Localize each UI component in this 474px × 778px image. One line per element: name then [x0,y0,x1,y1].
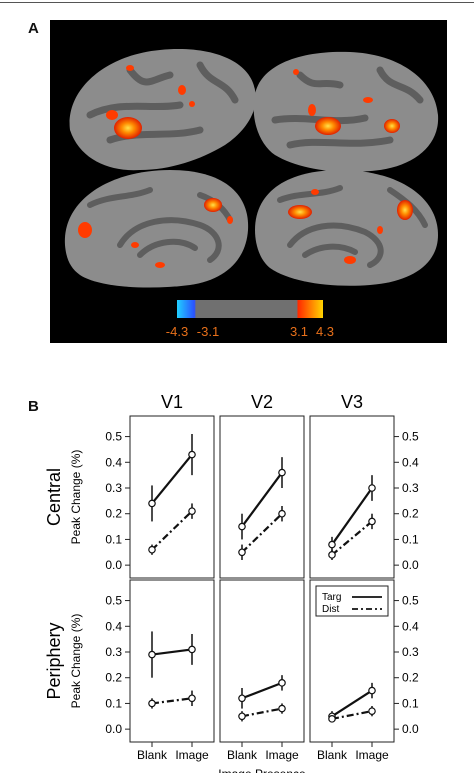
row-title: Central [44,468,64,526]
y-axis-label: Peak Change (%) [69,450,83,545]
series-line-targ [331,487,373,546]
data-point [278,704,286,713]
brain-left-lateral [69,49,256,171]
y-tick-label: 0.3 [402,645,419,659]
y-tick-label: 0.3 [105,645,122,659]
data-point [238,522,246,531]
series-line-dist [241,707,283,718]
data-point [238,694,246,703]
colorbar [177,300,323,318]
data-point [368,517,376,526]
y-tick-label: 0.2 [402,507,419,521]
series-line-targ [151,648,193,656]
data-point [148,499,156,508]
page-top-rule [0,2,474,3]
colorbar-label: -4.3 [166,324,188,339]
column-title: V2 [251,392,273,412]
x-tick-label: Image [175,748,209,762]
legend-label: Dist [322,604,339,615]
y-tick-label: 0.4 [402,455,419,469]
series-line-targ [241,471,283,528]
column-title: V1 [161,392,183,412]
panel-frame [129,415,215,579]
panel-frame [129,579,215,743]
brain-maps: -4.3 -3.1 3.1 4.3 [64,49,439,339]
series-line-dist [331,520,373,556]
series-line-dist [151,697,193,705]
series-line-dist [151,510,193,551]
y-tick-label: 0.3 [105,481,122,495]
y-axis-label: Peak Change (%) [69,614,83,709]
y-tick-label: 0.0 [402,558,419,572]
series-line-dist [331,710,373,720]
panel-b-letter: B [28,398,39,415]
line-chart-panel: V1 V2 V3 Central Peak Change (%) Periphery Pea… [0,380,474,778]
y-tick-label: 0.1 [402,532,419,546]
y-tick-label: 0.5 [105,594,122,608]
series-line-targ [241,681,283,700]
data-point [328,540,336,549]
data-point [328,715,336,723]
data-point [188,507,196,515]
x-axis-label: Image Presence [218,767,306,773]
series-line-targ [151,453,193,505]
y-tick-label: 0.3 [402,481,419,495]
y-tick-label: 0.1 [402,696,419,710]
series-line-targ [331,689,373,718]
series-line-dist [241,512,283,554]
data-point [278,679,286,687]
data-point [278,509,286,518]
data-point [328,551,336,559]
x-tick-label: Blank [137,748,168,762]
column-title: V3 [341,392,363,412]
data-point [238,548,246,557]
data-point [148,699,156,708]
y-tick-label: 0.4 [105,455,122,469]
y-tick-label: 0.1 [105,696,122,710]
y-tick-label: 0.1 [105,532,122,546]
data-point [188,694,196,703]
y-tick-label: 0.4 [402,619,419,633]
data-point [148,545,156,554]
data-point [278,468,286,477]
panel-frame [309,415,395,579]
legend-label: Targ [322,592,341,603]
x-tick-label: Blank [227,748,258,762]
legend-box [315,585,389,617]
data-point [188,645,196,654]
data-point [368,707,376,715]
data-point [368,484,376,492]
y-tick-label: 0.4 [105,619,122,633]
row-title: Periphery [44,622,64,699]
x-tick-label: Image [265,748,299,762]
data-point [188,450,196,459]
data-point [148,650,156,659]
colorbar-label: -3.1 [197,324,219,339]
data-point [368,686,376,695]
panel-frame [309,579,395,743]
panel-frame [219,579,305,743]
y-tick-label: 0.2 [105,671,122,685]
y-tick-label: 0.0 [105,558,122,572]
brain-activation-panel: -4.3 -3.1 3.1 4.3 [50,20,447,343]
y-tick-label: 0.5 [402,594,419,608]
x-tick-label: Blank [317,748,348,762]
panel-a-letter: A [28,20,39,37]
colorbar-label: 4.3 [316,324,334,339]
y-tick-label: 0.0 [105,722,122,736]
brain-right-medial [255,170,438,286]
panel-frame [219,415,305,579]
colorbar-label: 3.1 [290,324,308,339]
y-tick-label: 0.2 [402,671,419,685]
chart-grid: V1 V2 V3 Central Peak Change (%) Periphery Pea… [44,392,419,778]
x-tick-label: Image [355,748,389,762]
data-point [238,712,246,721]
brain-right-lateral [253,51,439,172]
y-tick-label: 0.0 [402,722,419,736]
y-tick-label: 0.2 [105,507,122,521]
y-tick-label: 0.5 [105,430,122,444]
y-tick-label: 0.5 [402,430,419,444]
brain-left-medial [64,170,249,288]
